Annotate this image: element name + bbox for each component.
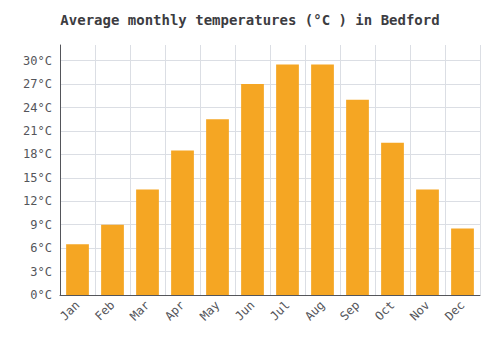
svg-text:3°C: 3°C xyxy=(30,265,52,279)
svg-text:24°C: 24°C xyxy=(23,101,52,115)
svg-text:Aug: Aug xyxy=(302,298,327,323)
svg-text:May: May xyxy=(197,298,222,323)
svg-text:9°C: 9°C xyxy=(30,218,52,232)
svg-text:15°C: 15°C xyxy=(23,171,52,185)
svg-text:18°C: 18°C xyxy=(23,147,52,161)
svg-text:12°C: 12°C xyxy=(23,194,52,208)
svg-text:21°C: 21°C xyxy=(23,124,52,138)
svg-text:Jun: Jun xyxy=(232,298,257,323)
svg-text:30°C: 30°C xyxy=(23,54,52,68)
svg-text:Jul: Jul xyxy=(267,298,292,323)
svg-text:Mar: Mar xyxy=(127,298,152,323)
svg-text:Oct: Oct xyxy=(372,298,397,323)
svg-text:0°C: 0°C xyxy=(30,288,52,302)
svg-text:Nov: Nov xyxy=(407,298,432,323)
svg-text:Jan: Jan xyxy=(57,298,82,323)
svg-text:Feb: Feb xyxy=(92,298,117,323)
svg-text:Dec: Dec xyxy=(442,298,467,323)
svg-text:Average monthly temperatures (: Average monthly temperatures (°C ) in Be… xyxy=(60,12,439,28)
svg-text:Apr: Apr xyxy=(162,298,187,323)
svg-text:Sep: Sep xyxy=(337,298,362,323)
svg-text:27°C: 27°C xyxy=(23,77,52,91)
svg-text:6°C: 6°C xyxy=(30,241,52,255)
